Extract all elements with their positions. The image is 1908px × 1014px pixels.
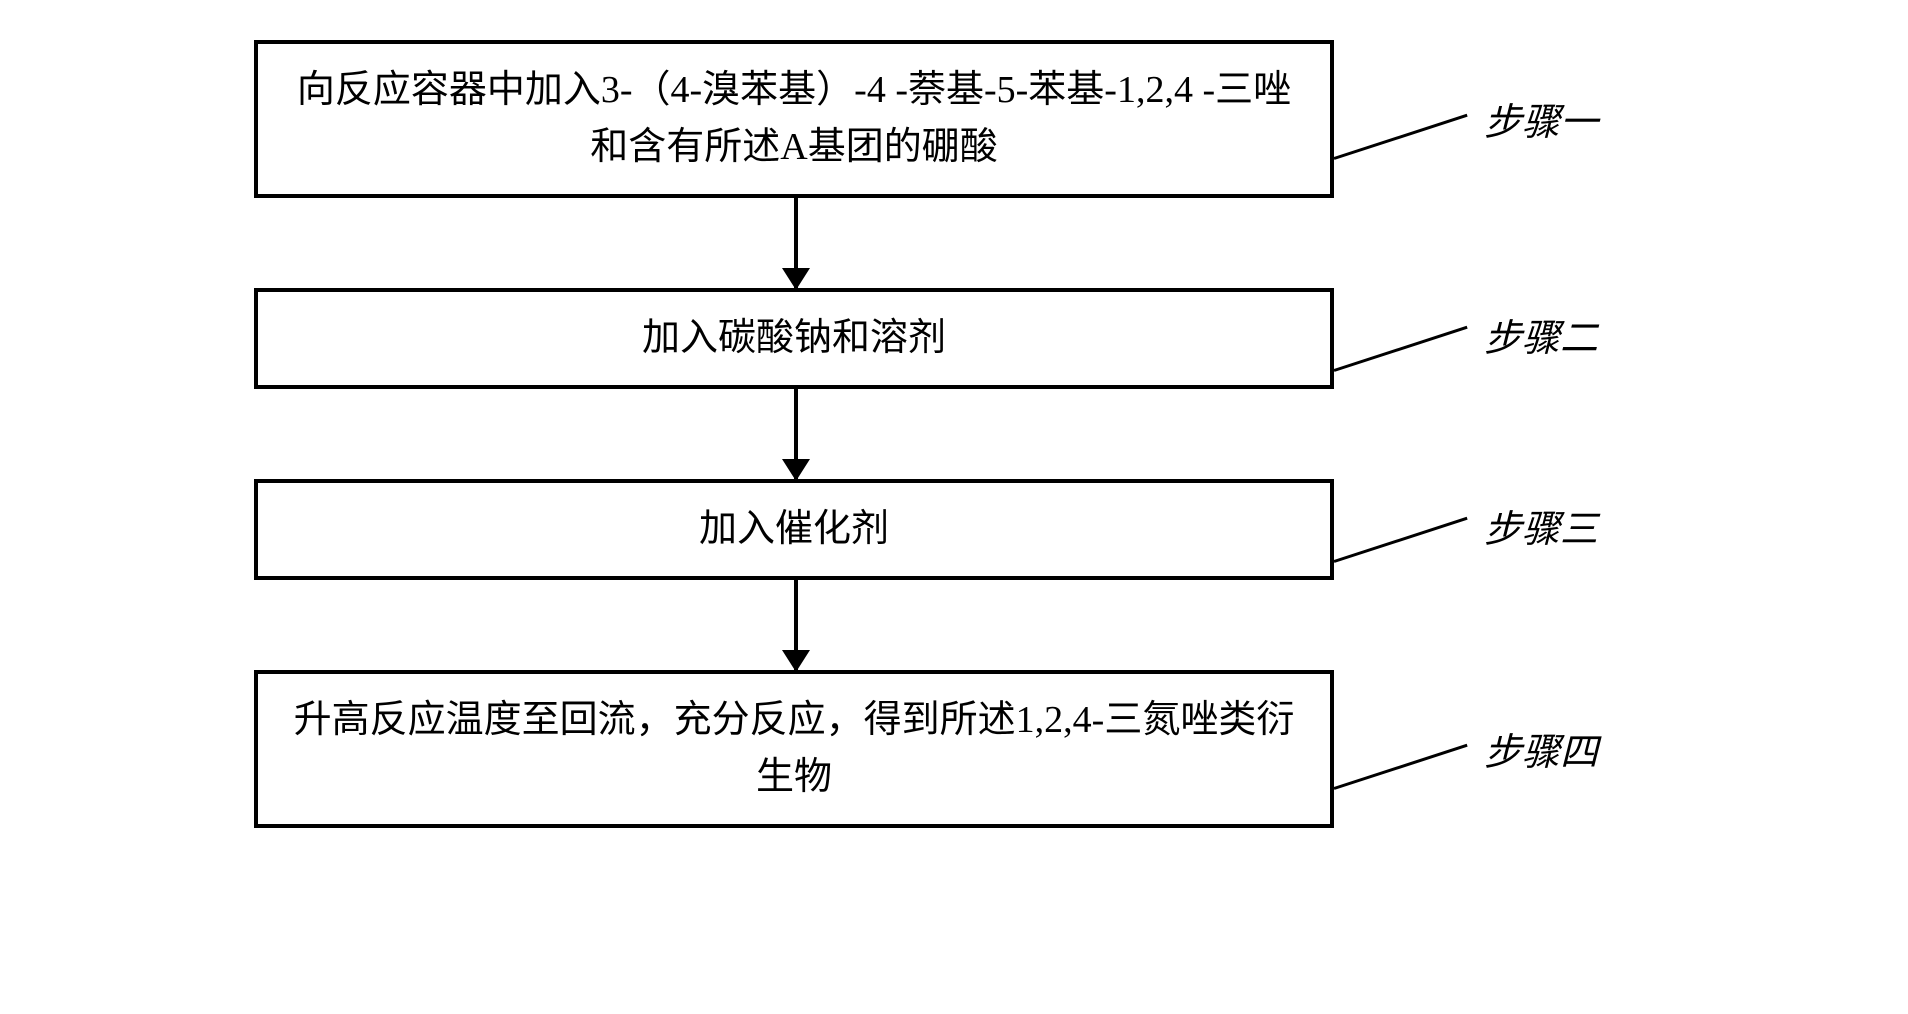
step-text-2: 加入碳酸钠和溶剂 <box>642 317 946 359</box>
label-connector-3 <box>1334 516 1468 562</box>
arrow-3 <box>794 580 798 670</box>
step-box-3: 加入催化剂 <box>254 479 1334 580</box>
step-box-4: 升高反应温度至回流，充分反应，得到所述1,2,4-三氮唑类衍生物 <box>254 670 1334 828</box>
step-text-4: 升高反应温度至回流，充分反应，得到所述1,2,4-三氮唑类衍生物 <box>294 699 1295 798</box>
step-text-3: 加入催化剂 <box>699 508 889 550</box>
arrow-head-icon <box>782 459 810 481</box>
step-box-1: 向反应容器中加入3-（4-溴苯基）-4 -萘基-5-苯基-1,2,4 -三唑和含… <box>254 40 1334 198</box>
arrow-1 <box>794 198 798 288</box>
arrow-head-icon <box>782 268 810 290</box>
label-connector-2 <box>1334 325 1468 371</box>
step-row-4: 升高反应温度至回流，充分反应，得到所述1,2,4-三氮唑类衍生物 步骤四 <box>254 670 1654 828</box>
step-label-2: 步骤二 <box>1484 307 1598 362</box>
arrow-head-icon <box>782 650 810 672</box>
step-label-4: 步骤四 <box>1484 721 1598 776</box>
step-row-3: 加入催化剂 步骤三 <box>254 479 1654 580</box>
step-label-3: 步骤三 <box>1484 498 1598 553</box>
label-connector-1 <box>1334 114 1468 160</box>
arrow-2 <box>794 389 798 479</box>
step-row-1: 向反应容器中加入3-（4-溴苯基）-4 -萘基-5-苯基-1,2,4 -三唑和含… <box>254 40 1654 198</box>
flowchart-container: 向反应容器中加入3-（4-溴苯基）-4 -萘基-5-苯基-1,2,4 -三唑和含… <box>254 40 1654 828</box>
step-text-1: 向反应容器中加入3-（4-溴苯基）-4 -萘基-5-苯基-1,2,4 -三唑和含… <box>297 69 1291 168</box>
step-row-2: 加入碳酸钠和溶剂 步骤二 <box>254 288 1654 389</box>
label-connector-4 <box>1334 744 1468 790</box>
step-label-1: 步骤一 <box>1484 91 1598 146</box>
step-box-2: 加入碳酸钠和溶剂 <box>254 288 1334 389</box>
